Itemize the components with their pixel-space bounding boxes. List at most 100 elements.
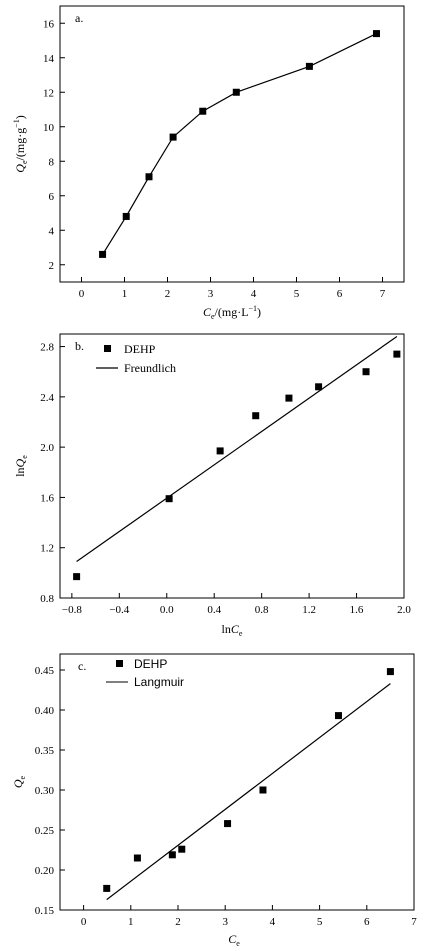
y-tick-label: 0.30: [35, 785, 55, 797]
y-tick-label: 2.8: [40, 342, 54, 354]
panel-b-y-ticks: 0.8 1.2 1.6 2.0 2.4 2.8: [40, 342, 65, 605]
data-point: [99, 250, 107, 258]
y-tick-label: 0.15: [35, 905, 55, 917]
data-point: [103, 884, 111, 892]
x-tick-label: 1: [128, 916, 134, 928]
panel-a-x-axis-label: Ce/(mg·L−1): [203, 304, 261, 321]
data-point: [393, 350, 401, 358]
panel-b: b. −0.8 −0.4 0.0 0.4 0.8 1.2 1.6 2.0 0.8 1.2 1.6 2…: [13, 333, 411, 638]
data-point: [285, 394, 293, 402]
data-point: [169, 133, 177, 141]
panel-a-label: a.: [75, 11, 83, 25]
legend-label-freundlich: Freundlich: [124, 361, 176, 375]
x-tick-label: 4: [251, 288, 257, 300]
y-tick-label: 0.40: [35, 705, 55, 717]
data-point: [216, 447, 224, 455]
fit-line-freundlich: [76, 336, 398, 562]
x-tick-label: 6: [337, 288, 343, 300]
x-tick-label: 7: [380, 288, 386, 300]
y-tick-label: 6: [49, 191, 55, 203]
panel-b-data: [73, 336, 401, 581]
panel-b-label: b.: [75, 339, 84, 353]
y-tick-label: 4: [49, 225, 55, 237]
y-tick-label: 1.6: [40, 492, 54, 504]
y-tick-label: 0.20: [35, 865, 55, 877]
panel-c: c. 0 1 2 3 4 5 6 7 0.15 0.20 0.25 0.30 0.35 0.40 0.45…: [11, 653, 417, 948]
panel-c-y-axis-label: Qe: [11, 775, 27, 788]
y-tick-label: 1.2: [40, 543, 54, 555]
y-tick-label: 8: [49, 156, 55, 168]
data-point: [73, 573, 81, 581]
panel-c-plot-frame: [59, 653, 415, 911]
panel-c-legend: DEHP Langmuir: [106, 657, 184, 689]
x-tick-label: 6: [364, 916, 370, 928]
x-tick-label: −0.8: [62, 604, 82, 616]
y-tick-label: 0.25: [35, 825, 55, 837]
x-tick-label: 4: [270, 916, 276, 928]
y-tick-label: 16: [43, 18, 55, 30]
fit-line-langmuir: [106, 683, 391, 901]
data-point: [232, 88, 240, 96]
data-point: [259, 786, 267, 794]
y-tick-label: 0.45: [35, 665, 55, 677]
y-tick-label: 2.4: [40, 392, 54, 404]
panel-b-x-ticks: −0.8 −0.4 0.0 0.4 0.8 1.2 1.6 2.0: [62, 593, 411, 616]
legend-label-dehp: DEHP: [124, 342, 156, 356]
x-tick-label: 7: [411, 916, 417, 928]
panel-c-x-axis-label: Ce: [228, 932, 240, 948]
data-point: [362, 368, 370, 376]
data-point: [178, 845, 186, 853]
x-tick-label: 2.0: [397, 604, 411, 616]
data-point: [305, 62, 313, 70]
data-point: [165, 495, 173, 503]
x-tick-label: 2: [175, 916, 181, 928]
x-tick-label: 1.2: [302, 604, 316, 616]
panel-a-data: [99, 30, 380, 258]
panel-c-x-ticks: 0 1 2 3 4 5 6 7: [81, 905, 417, 928]
data-point: [145, 173, 153, 181]
panel-a-y-axis-label: Qe/(mg·g−1): [12, 115, 29, 172]
x-tick-label: −0.4: [109, 604, 129, 616]
y-tick-label: 2: [49, 260, 55, 272]
x-tick-label: 2: [165, 288, 171, 300]
series-line: [102, 33, 377, 255]
x-tick-label: 0: [81, 916, 87, 928]
panel-c-data: [103, 668, 394, 901]
y-tick-label: 2.0: [40, 442, 54, 454]
panel-b-plot-frame: [59, 333, 405, 599]
data-point: [334, 712, 342, 720]
y-tick-label: 14: [43, 53, 55, 65]
x-tick-label: 3: [208, 288, 214, 300]
panel-a-y-ticks: 2 4 6 8 10 12 14 16: [43, 18, 65, 272]
data-point: [386, 668, 394, 676]
panel-c-label: c.: [78, 659, 86, 673]
y-tick-label: 10: [43, 122, 55, 134]
panel-b-x-axis-label: lnCe: [222, 622, 243, 638]
x-tick-label: 0.4: [207, 604, 221, 616]
data-point: [372, 30, 380, 38]
data-point: [168, 851, 176, 859]
x-tick-label: 1: [122, 288, 128, 300]
panel-a-plot-frame: [59, 5, 405, 283]
y-tick-label: 0.8: [40, 593, 54, 605]
data-point: [252, 412, 260, 420]
legend-marker-dehp: [116, 660, 123, 667]
x-tick-label: 5: [294, 288, 300, 300]
legend-label-dehp: DEHP: [134, 657, 167, 671]
data-point: [224, 820, 232, 828]
x-tick-label: 3: [222, 916, 228, 928]
panel-b-y-axis-label: lnQe: [13, 455, 29, 477]
panel-a-x-ticks: 0 1 2 3 4 5 6 7: [79, 277, 386, 300]
x-tick-label: 1.6: [350, 604, 364, 616]
data-point: [133, 854, 141, 862]
legend-marker-dehp: [104, 345, 111, 352]
legend-label-langmuir: Langmuir: [134, 675, 184, 689]
x-tick-label: 5: [317, 916, 323, 928]
panel-b-legend: DEHP Freundlich: [96, 342, 176, 375]
data-point: [199, 107, 207, 115]
y-tick-label: 12: [43, 87, 54, 99]
data-point: [122, 212, 130, 220]
x-tick-label: 0.0: [160, 604, 174, 616]
x-tick-label: 0: [79, 288, 85, 300]
